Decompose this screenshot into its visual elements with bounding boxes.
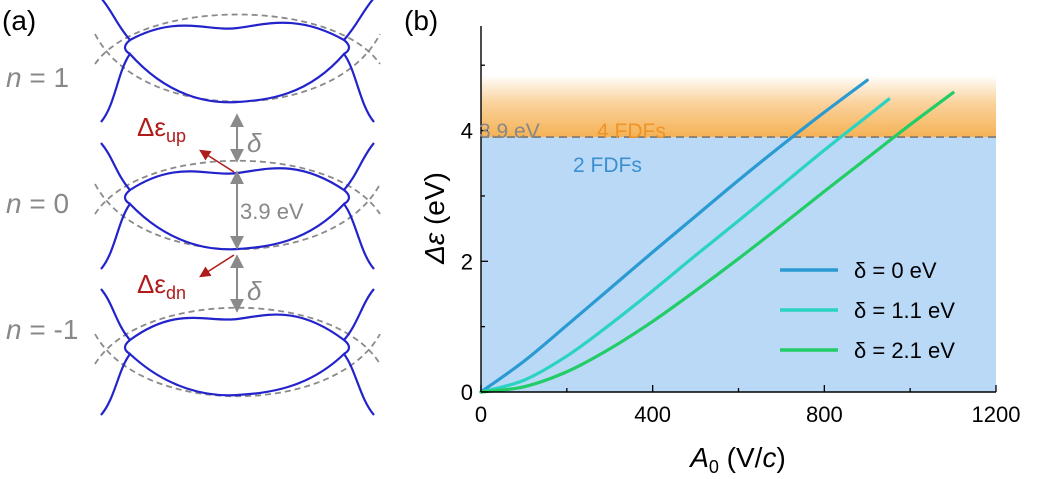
band-right-crossing xyxy=(343,189,351,205)
band-left-crossing xyxy=(123,189,131,205)
region-upper-label: 4 FDFs xyxy=(597,120,666,143)
x-axis-title: A0 (V/c) xyxy=(688,442,786,477)
dashed-upper-curve xyxy=(94,306,381,365)
panel-a-label: (a) xyxy=(2,5,36,36)
series-line-2 xyxy=(479,91,955,394)
chart-regions xyxy=(481,75,996,392)
y-tick-label: 2 xyxy=(461,249,473,274)
legend-label-0: δ = 0 eV xyxy=(854,258,937,283)
level-label-n0: n = 0 xyxy=(6,188,69,219)
band-right-crossing xyxy=(343,39,351,55)
energy-gap-label: 3.9 eV xyxy=(240,199,304,224)
dashed-upper-curve xyxy=(94,159,381,215)
band-upper-curve xyxy=(101,0,374,42)
dashed-upper-curve xyxy=(94,13,381,65)
delta-up-label: Δεup xyxy=(137,112,186,146)
chart-legend: δ = 0 eV δ = 1.1 eV δ = 2.1 eV xyxy=(780,258,955,363)
delta-dn-label: Δεdn xyxy=(137,269,186,303)
dashed-lower-curve xyxy=(94,333,381,398)
chart-axes: 0 400 800 1200 0 2 4 xyxy=(461,26,1021,427)
x-tick-label: 1200 xyxy=(972,402,1021,427)
band-left-crossing xyxy=(123,39,131,55)
band-lower-curve xyxy=(100,352,375,416)
series-line-1 xyxy=(479,97,891,394)
band-block xyxy=(94,288,381,416)
threshold-label: 3.9 eV xyxy=(479,120,540,143)
band-left-crossing xyxy=(123,339,131,355)
y-tick-label: 4 xyxy=(461,119,473,144)
band-diagram xyxy=(94,0,381,416)
legend-label-2: δ = 2.1 eV xyxy=(854,338,955,363)
dashed-lower-curve xyxy=(94,33,381,103)
y-tick-label: 0 xyxy=(461,380,473,405)
panel-b-label: (b) xyxy=(404,5,438,36)
panel-a: (a) n = 1 n = 0 n = -1 δ 3.9 eV δ Δεup Δ… xyxy=(2,0,381,416)
series-line-0 xyxy=(479,78,869,394)
delta-up-arrow xyxy=(199,149,235,173)
x-tick-label: 0 xyxy=(475,402,487,427)
gap-label-lower: δ xyxy=(247,276,262,306)
gap-label-upper: δ xyxy=(247,128,262,158)
legend-label-1: δ = 1.1 eV xyxy=(854,298,955,323)
y-axis-title: Δε (eV) xyxy=(419,172,450,265)
region-4fdf xyxy=(481,75,996,138)
band-lower-curve xyxy=(100,52,375,123)
chart-series xyxy=(479,78,955,394)
level-label-n1: n = 1 xyxy=(6,62,69,93)
delta-dn-arrow xyxy=(199,254,235,278)
level-label-nm1: n = -1 xyxy=(6,314,78,345)
region-lower-label: 2 FDFs xyxy=(573,154,642,177)
x-tick-label: 800 xyxy=(806,402,843,427)
band-upper-curve xyxy=(100,288,375,342)
x-tick-label: 400 xyxy=(634,402,671,427)
band-right-crossing xyxy=(343,339,351,355)
band-block xyxy=(94,0,381,123)
